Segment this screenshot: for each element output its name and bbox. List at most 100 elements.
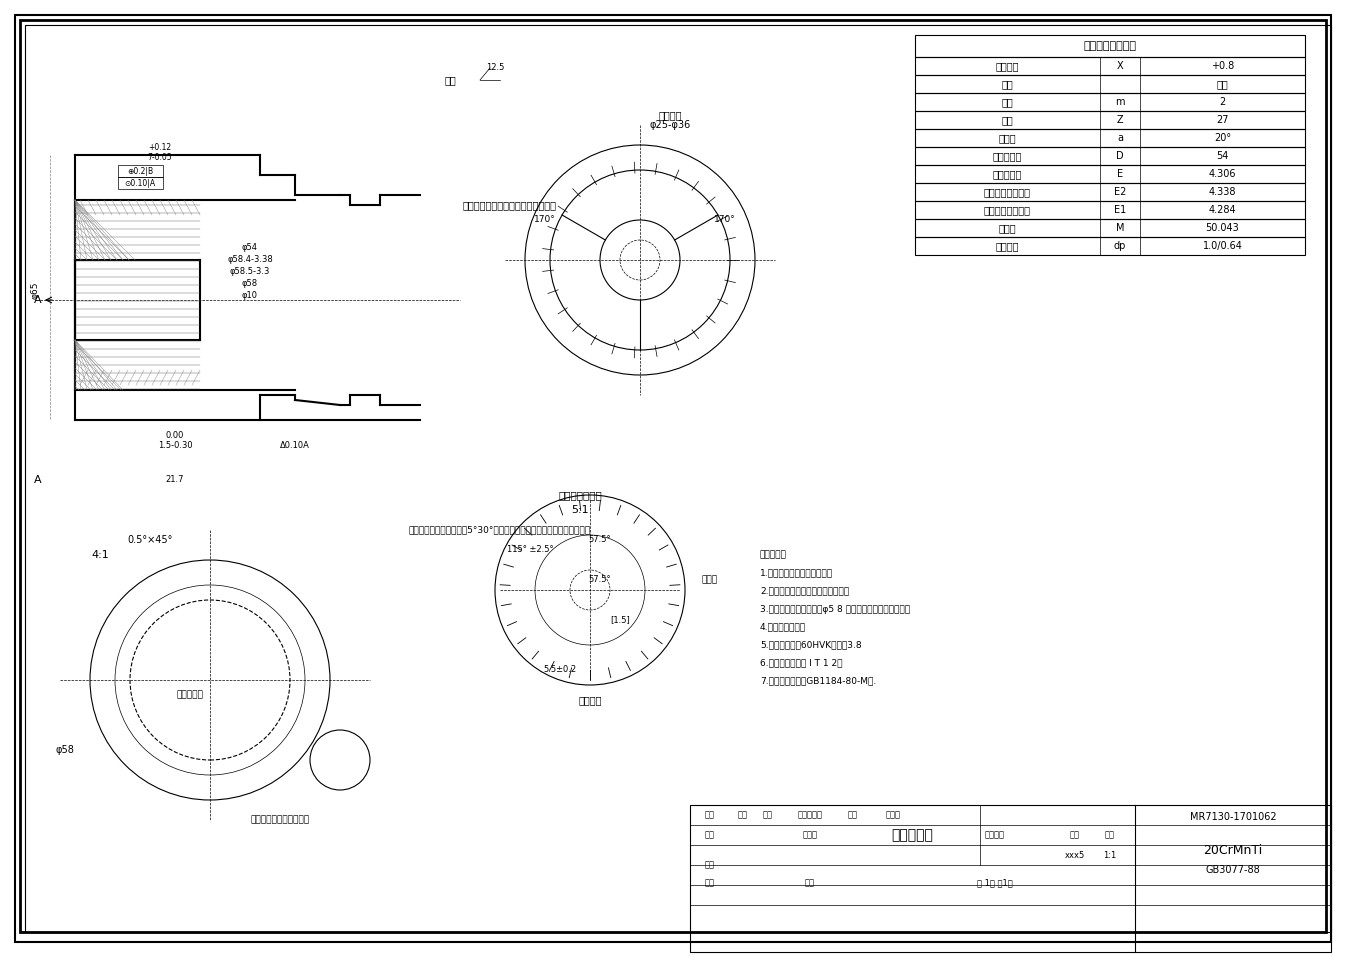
Text: +0.12: +0.12: [148, 144, 171, 152]
Text: m: m: [1116, 97, 1125, 107]
Text: A: A: [34, 475, 42, 485]
Text: ⊕0.2|B: ⊕0.2|B: [127, 167, 153, 175]
Text: D: D: [1116, 151, 1124, 161]
Text: 齿数: 齿数: [1001, 115, 1014, 125]
Text: 2.花键的大径端棱不得有毛刺和凸起: 2.花键的大径端棱不得有毛刺和凸起: [760, 587, 849, 595]
Text: 170°: 170°: [715, 215, 736, 225]
Bar: [915, 93, 1306, 111]
Text: 年月日: 年月日: [886, 811, 900, 819]
Text: 实际齿槽宽最大值: 实际齿槽宽最大值: [984, 187, 1031, 197]
Text: 20CrMnTi: 20CrMnTi: [1203, 843, 1263, 857]
Bar: [915, 111, 1306, 129]
Text: 跨棒距: 跨棒距: [999, 223, 1016, 233]
Text: E: E: [1117, 169, 1123, 179]
Text: 批准: 批准: [805, 879, 814, 887]
Text: 实际齿槽宽最小值: 实际齿槽宽最小值: [984, 205, 1031, 215]
Text: 标准化: 标准化: [802, 831, 817, 839]
Text: 4.306: 4.306: [1209, 169, 1236, 179]
Bar: [915, 237, 1306, 255]
Text: 锁锥中心: 锁锥中心: [579, 695, 602, 705]
Text: E1: E1: [1114, 205, 1127, 215]
Text: φ58: φ58: [242, 279, 258, 288]
Bar: [118, 177, 163, 189]
Text: 模数: 模数: [1001, 97, 1014, 107]
Text: 比例: 比例: [1105, 831, 1114, 839]
Text: φ58: φ58: [55, 745, 74, 755]
Text: 20°: 20°: [1214, 133, 1232, 143]
Bar: [915, 147, 1306, 165]
Text: 3.热处后的花键大径尺寸φ5 8 的公差按下表所示分为三组: 3.热处后的花键大径尺寸φ5 8 的公差按下表所示分为三组: [760, 605, 910, 613]
Text: 截周上等分槽处断棱倒称: 截周上等分槽处断棱倒称: [250, 815, 310, 825]
Text: 花键台: 花键台: [701, 575, 717, 585]
Bar: [915, 75, 1306, 93]
Text: 5:1: 5:1: [571, 505, 588, 515]
Text: 技术要求：: 技术要求：: [760, 550, 787, 560]
Text: 7.未注形位公差按GB1184-80-M级.: 7.未注形位公差按GB1184-80-M级.: [760, 677, 876, 685]
Text: 重量: 重量: [1070, 831, 1079, 839]
Text: 所截花键截面图: 所截花键截面图: [559, 490, 602, 500]
Text: +0.8: +0.8: [1211, 61, 1234, 71]
Text: xxx5: xxx5: [1065, 851, 1085, 859]
Text: X: X: [1117, 61, 1124, 71]
Text: 同步器齿套: 同步器齿套: [891, 828, 933, 842]
Text: GB3077-88: GB3077-88: [1206, 865, 1260, 875]
Text: 标记: 标记: [705, 811, 715, 819]
Text: 量棒直径: 量棒直径: [996, 241, 1019, 251]
Text: 12.5: 12.5: [486, 63, 505, 73]
Text: 变位系数: 变位系数: [996, 61, 1019, 71]
Text: φ25-φ36: φ25-φ36: [649, 120, 690, 130]
Text: φ54: φ54: [242, 243, 258, 253]
Text: 1:1: 1:1: [1104, 851, 1117, 859]
Text: 工艺: 工艺: [705, 879, 715, 887]
Text: φ10: φ10: [242, 292, 258, 300]
Text: 57.5°: 57.5°: [588, 575, 611, 585]
Text: 4.毛坯需退磁处理: 4.毛坯需退磁处理: [760, 622, 806, 632]
Text: 1.5-0.30: 1.5-0.30: [157, 441, 192, 451]
Text: 21.7: 21.7: [166, 476, 184, 484]
Text: φ58.4-3.38: φ58.4-3.38: [227, 256, 273, 264]
Text: 截周三等分槽处断截处转一个花键齿: 截周三等分槽处断截处转一个花键齿: [463, 200, 557, 210]
Text: 分度圆面上的钢锥锥角为5°30°铜锥加工后应在图中钢锥中不得规磨平面: 分度圆面上的钢锥锥角为5°30°铜锥加工后应在图中钢锥中不得规磨平面: [409, 525, 591, 535]
Text: 分区: 分区: [763, 811, 773, 819]
Text: φ65: φ65: [31, 281, 39, 299]
Text: 1.渐开线花键的制齿面一平面: 1.渐开线花键的制齿面一平面: [760, 568, 833, 577]
Text: 50.043: 50.043: [1206, 223, 1240, 233]
Text: 4:1: 4:1: [92, 550, 109, 560]
Text: ⊙0.10|A: ⊙0.10|A: [124, 179, 156, 188]
Text: 27: 27: [1217, 115, 1229, 125]
Text: 115° ±2.5°: 115° ±2.5°: [506, 545, 553, 554]
Text: 基本齿槽宽: 基本齿槽宽: [993, 169, 1022, 179]
Text: 5.5±0.2: 5.5±0.2: [544, 665, 576, 675]
Bar: [915, 129, 1306, 147]
Text: 4.284: 4.284: [1209, 205, 1237, 215]
Text: 粗齿: 粗齿: [1217, 79, 1229, 89]
Bar: [915, 165, 1306, 183]
Text: 0.5°×45°: 0.5°×45°: [128, 535, 172, 545]
Text: 7-0.05: 7-0.05: [148, 152, 172, 162]
Text: dp: dp: [1113, 241, 1127, 251]
Text: 5.渗碳淬火硬度60HVK上表度3.8: 5.渗碳淬火硬度60HVK上表度3.8: [760, 640, 861, 650]
Text: 更改文件号: 更改文件号: [797, 811, 822, 819]
Bar: [915, 183, 1306, 201]
Text: 铣刀直径: 铣刀直径: [658, 110, 682, 120]
Text: MR7130-1701062: MR7130-1701062: [1190, 812, 1276, 822]
Text: 阶段标记: 阶段标记: [985, 831, 1005, 839]
Text: [1.5]: [1.5]: [610, 615, 630, 625]
Text: E2: E2: [1113, 187, 1127, 197]
Text: 审核: 审核: [705, 860, 715, 870]
Text: φ58.5-3.3: φ58.5-3.3: [230, 268, 271, 277]
Text: 6.未注尺寸公差按 I T 1 2级: 6.未注尺寸公差按 I T 1 2级: [760, 658, 843, 667]
Text: 共 1张 第1张: 共 1张 第1张: [977, 879, 1014, 887]
Text: 签名: 签名: [848, 811, 857, 819]
Bar: [915, 219, 1306, 237]
Bar: [118, 165, 163, 177]
Text: 1.0/0.64: 1.0/0.64: [1202, 241, 1242, 251]
Text: 170°: 170°: [534, 215, 556, 225]
Bar: [915, 35, 1306, 57]
Text: M: M: [1116, 223, 1124, 233]
Text: 0.00: 0.00: [166, 432, 184, 440]
Text: Δ0.10A: Δ0.10A: [280, 440, 310, 450]
Text: 2: 2: [1219, 97, 1226, 107]
Text: a: a: [1117, 133, 1123, 143]
Text: 57.5°: 57.5°: [588, 536, 611, 545]
